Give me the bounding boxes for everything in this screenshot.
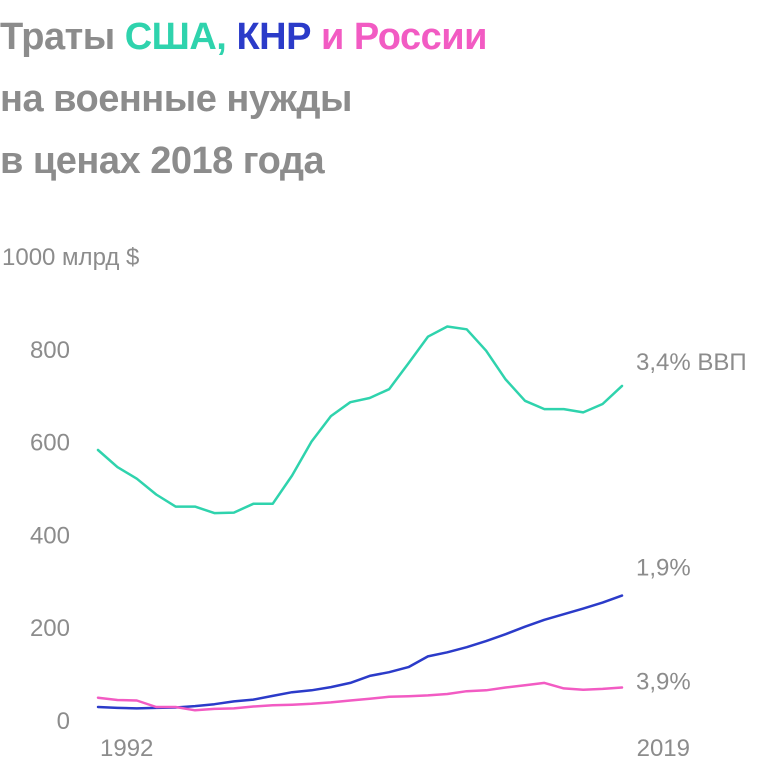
title-china: КНР <box>236 16 311 58</box>
series-group <box>96 325 624 712</box>
title-line2: на военные нужды <box>0 78 352 120</box>
title-part1: Траты <box>0 16 125 58</box>
y-tick-label: 600 <box>30 430 70 457</box>
y-tick-label: 800 <box>30 337 70 364</box>
title-line3: в ценах 2018 года <box>0 140 325 182</box>
y-tick-label: 1000 млрд $ <box>2 244 139 271</box>
title-usa: США, <box>124 16 227 58</box>
y-tick-label: 200 <box>30 615 70 642</box>
y-tick-label: 400 <box>30 522 70 549</box>
end-label-china: 1,9% <box>636 555 691 582</box>
x-axis: 1992 2019 <box>100 735 690 762</box>
series-line-russia <box>96 681 624 712</box>
y-axis: 0 200 400 600 800 1000 млрд $ <box>2 244 139 735</box>
y-tick-label: 0 <box>57 708 70 735</box>
series-line-usa <box>96 325 624 515</box>
end-labels: 3,4% ВВП 1,9% 3,9% <box>636 349 747 696</box>
title-russia: и России <box>320 16 488 58</box>
x-tick-label: 2019 <box>637 735 690 762</box>
end-label-russia: 3,9% <box>636 669 691 696</box>
x-tick-label: 1992 <box>100 735 153 762</box>
end-label-usa: 3,4% ВВП <box>636 349 747 376</box>
chart-title: Траты США, КНР и России на военные нужды… <box>0 6 488 192</box>
series-line-china <box>96 594 624 710</box>
